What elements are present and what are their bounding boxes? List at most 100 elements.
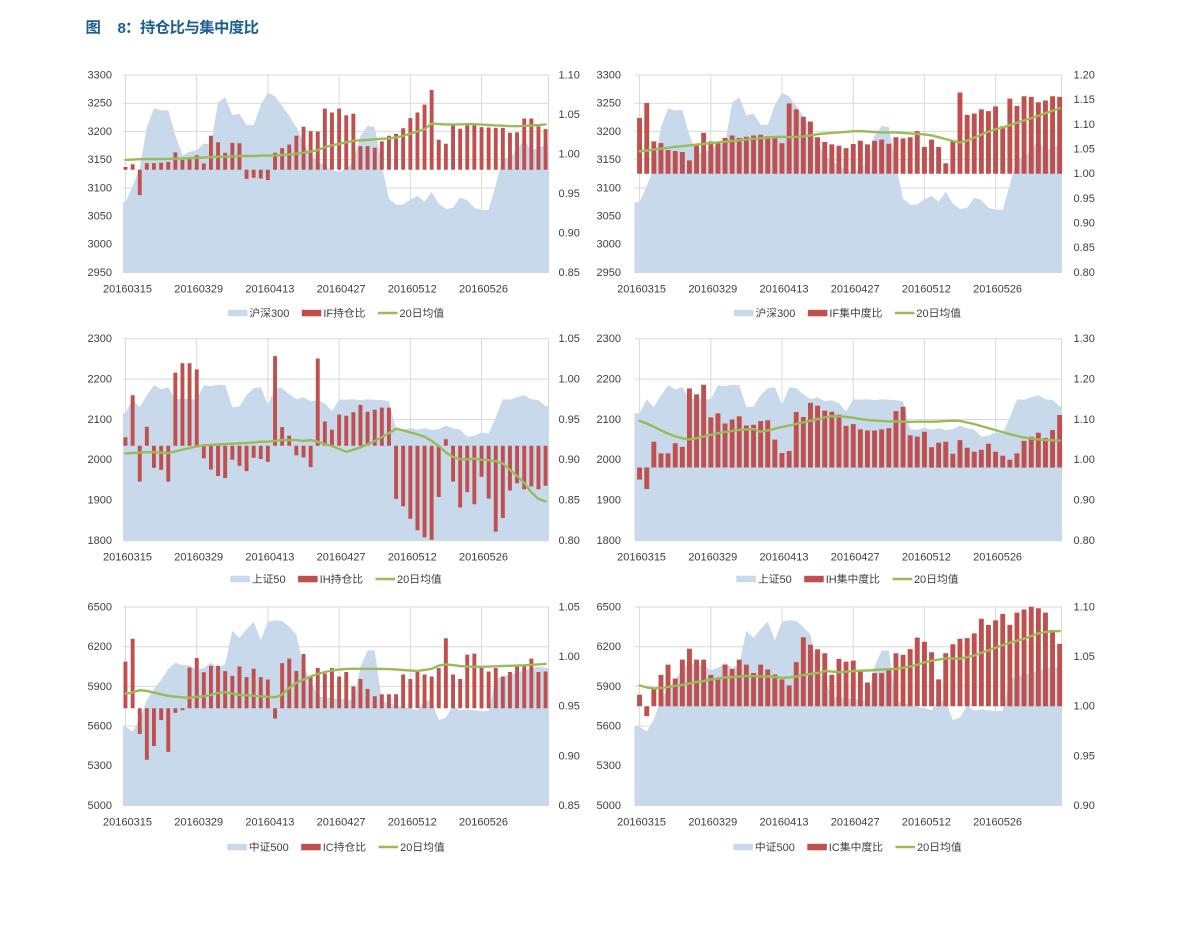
svg-text:0.90: 0.90 (559, 750, 580, 762)
svg-text:6200: 6200 (597, 641, 621, 653)
svg-text:3200: 3200 (88, 126, 112, 138)
svg-text:20160512: 20160512 (388, 817, 437, 829)
svg-text:2000: 2000 (597, 454, 621, 466)
svg-text:5300: 5300 (597, 760, 621, 772)
svg-text:20160315: 20160315 (617, 552, 666, 564)
svg-text:20160329: 20160329 (174, 817, 223, 829)
svg-text:1.05: 1.05 (1074, 144, 1095, 156)
svg-text:0.95: 0.95 (559, 414, 580, 426)
svg-text:IF: IF (323, 308, 333, 320)
svg-text:3050: 3050 (597, 211, 621, 223)
svg-text:2200: 2200 (597, 374, 621, 386)
svg-text:1900: 1900 (597, 495, 621, 507)
svg-text:20160329: 20160329 (688, 552, 737, 564)
svg-text:500: 500 (270, 842, 288, 854)
svg-text:20160526: 20160526 (459, 552, 508, 564)
svg-text:300: 300 (777, 308, 795, 320)
svg-text:0.90: 0.90 (1074, 800, 1095, 812)
svg-text:1800: 1800 (597, 535, 621, 547)
svg-text:20160315: 20160315 (103, 552, 152, 564)
svg-text:1.20: 1.20 (1074, 374, 1095, 386)
svg-text:3250: 3250 (597, 98, 621, 110)
svg-text:20160413: 20160413 (760, 284, 809, 296)
svg-text:1.10: 1.10 (1074, 414, 1095, 426)
svg-text:20160526: 20160526 (459, 284, 508, 296)
svg-text:1.30: 1.30 (1074, 333, 1095, 345)
svg-text:0.90: 0.90 (559, 227, 580, 239)
svg-text:3200: 3200 (597, 126, 621, 138)
svg-text:0.90: 0.90 (1074, 218, 1095, 230)
svg-text:3000: 3000 (597, 239, 621, 251)
svg-text:20160526: 20160526 (973, 552, 1022, 564)
svg-text:2950: 2950 (88, 267, 112, 279)
svg-text:1.00: 1.00 (559, 148, 580, 160)
svg-text:0.95: 0.95 (1074, 193, 1095, 205)
svg-text:500: 500 (776, 842, 794, 854)
svg-text:5000: 5000 (597, 800, 621, 812)
svg-text:3150: 3150 (88, 154, 112, 166)
svg-text:1.05: 1.05 (1074, 651, 1095, 663)
svg-text:1.10: 1.10 (559, 69, 580, 81)
svg-text:8: 8 (118, 20, 126, 37)
svg-text:20160413: 20160413 (245, 817, 294, 829)
svg-text:20160427: 20160427 (317, 284, 366, 296)
svg-text:20160512: 20160512 (388, 552, 437, 564)
svg-text:1.00: 1.00 (559, 651, 580, 663)
svg-text:2200: 2200 (88, 374, 112, 386)
svg-text:1.05: 1.05 (559, 109, 580, 121)
svg-text:3000: 3000 (88, 239, 112, 251)
svg-text:0.85: 0.85 (559, 800, 580, 812)
svg-text:3050: 3050 (88, 211, 112, 223)
svg-text:3250: 3250 (88, 98, 112, 110)
svg-text:0.95: 0.95 (1074, 750, 1095, 762)
svg-text:2950: 2950 (597, 267, 621, 279)
svg-text:6200: 6200 (88, 641, 112, 653)
svg-text:6500: 6500 (88, 601, 112, 613)
svg-text:0.85: 0.85 (1074, 242, 1095, 254)
svg-text:20160427: 20160427 (831, 817, 880, 829)
svg-text:IC: IC (829, 842, 840, 854)
svg-text:1.05: 1.05 (559, 333, 580, 345)
svg-text:5300: 5300 (88, 760, 112, 772)
svg-text:5900: 5900 (88, 681, 112, 693)
svg-text:20160329: 20160329 (688, 817, 737, 829)
svg-text:20160526: 20160526 (973, 817, 1022, 829)
svg-text:0.90: 0.90 (1074, 495, 1095, 507)
svg-text:2300: 2300 (88, 333, 112, 345)
svg-text:5900: 5900 (597, 681, 621, 693)
svg-text:20160413: 20160413 (760, 552, 809, 564)
svg-text:20160315: 20160315 (617, 284, 666, 296)
svg-text:1.15: 1.15 (1074, 94, 1095, 106)
svg-text:5600: 5600 (597, 721, 621, 733)
svg-text:0.80: 0.80 (1074, 535, 1095, 547)
svg-text:3100: 3100 (88, 182, 112, 194)
svg-text:20160329: 20160329 (174, 552, 223, 564)
svg-text:20160427: 20160427 (317, 817, 366, 829)
svg-text:3150: 3150 (597, 154, 621, 166)
svg-text:20: 20 (400, 308, 412, 320)
svg-text:20160512: 20160512 (902, 284, 951, 296)
svg-text:20160427: 20160427 (831, 552, 880, 564)
svg-text:50: 50 (780, 574, 792, 586)
svg-text:20: 20 (914, 574, 926, 586)
svg-text:20160526: 20160526 (459, 817, 508, 829)
svg-text:20160427: 20160427 (317, 552, 366, 564)
svg-text:0.95: 0.95 (559, 701, 580, 713)
svg-text:1.10: 1.10 (1074, 601, 1095, 613)
svg-text:20160413: 20160413 (245, 284, 294, 296)
svg-text:0.85: 0.85 (559, 267, 580, 279)
svg-text:20160329: 20160329 (174, 284, 223, 296)
svg-text:3300: 3300 (597, 69, 621, 81)
svg-text:0.80: 0.80 (1074, 267, 1095, 279)
svg-text:20160526: 20160526 (973, 284, 1022, 296)
svg-text:2100: 2100 (597, 414, 621, 426)
svg-text:2000: 2000 (88, 454, 112, 466)
svg-text:1900: 1900 (88, 495, 112, 507)
svg-text:1.05: 1.05 (559, 601, 580, 613)
svg-text:20: 20 (397, 574, 409, 586)
svg-text:20160413: 20160413 (245, 552, 294, 564)
svg-text:2300: 2300 (597, 333, 621, 345)
svg-text:20: 20 (916, 308, 928, 320)
svg-text:20: 20 (917, 842, 929, 854)
svg-text:1.20: 1.20 (1074, 69, 1095, 81)
